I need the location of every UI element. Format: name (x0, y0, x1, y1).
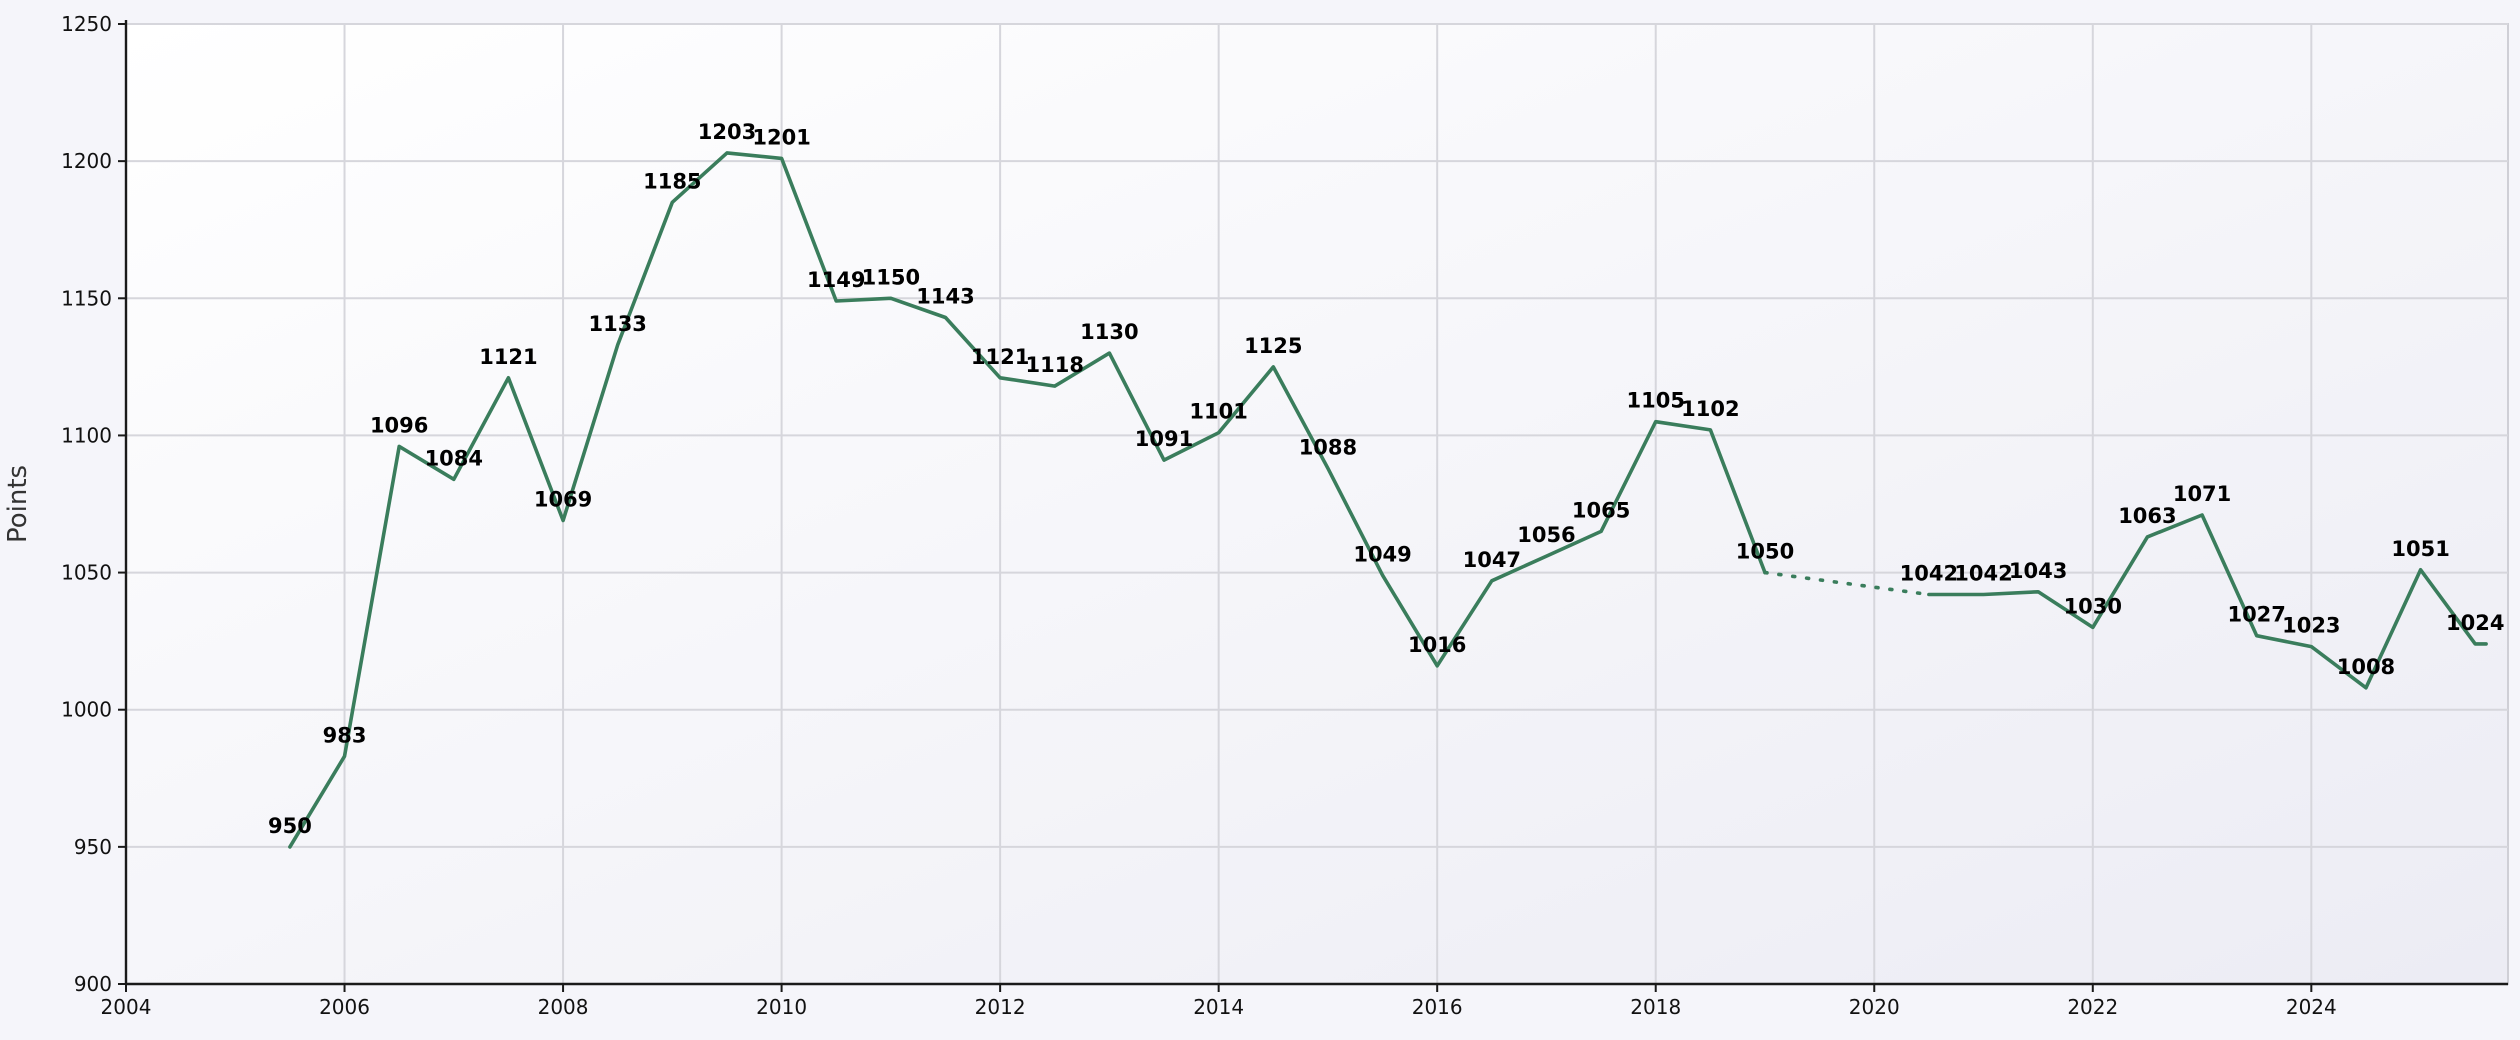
data-label: 1042 (1954, 562, 2012, 586)
data-label: 1008 (2337, 655, 2395, 679)
data-label: 1084 (425, 446, 483, 470)
data-label: 1023 (2282, 614, 2340, 638)
data-label: 1063 (2118, 504, 2176, 528)
data-label: 1056 (1517, 523, 1575, 547)
x-tick-label: 2008 (538, 995, 589, 1019)
data-label: 1203 (698, 120, 756, 144)
data-label: 1091 (1135, 427, 1193, 451)
data-label: 1024 (2446, 611, 2504, 635)
data-label: 1030 (2064, 594, 2122, 618)
data-label: 1043 (2009, 559, 2067, 583)
data-label: 1096 (370, 413, 428, 437)
data-label: 1105 (1626, 389, 1684, 413)
data-label: 1150 (862, 265, 920, 289)
x-tick-label: 2012 (975, 995, 1026, 1019)
plot-background (125, 23, 2509, 985)
y-tick-label: 950 (74, 835, 112, 859)
grid (126, 23, 2508, 984)
data-label: 1143 (916, 284, 974, 308)
data-label: 1042 (1900, 562, 1958, 586)
data-label: 1185 (643, 169, 701, 193)
data-label: 1069 (534, 487, 592, 511)
series-gap-line (1763, 570, 1931, 597)
y-axis-title: Points (3, 465, 33, 543)
y-tick-label: 1000 (61, 698, 112, 722)
data-label: 1027 (2227, 603, 2285, 627)
x-tick-label: 2014 (1193, 995, 1244, 1019)
data-label: 1050 (1736, 540, 1794, 564)
y-tick-label: 1200 (61, 149, 112, 173)
x-tick-label: 2010 (756, 995, 807, 1019)
data-label: 1133 (588, 312, 646, 336)
series-line-group (288, 151, 2488, 849)
data-label: 1201 (752, 125, 810, 149)
x-tick-label: 2024 (2286, 995, 2337, 1019)
y-tick-label: 900 (74, 972, 112, 996)
series-line-segment (1927, 513, 2488, 690)
data-label: 1049 (1353, 542, 1411, 566)
x-tick-label: 2004 (101, 995, 152, 1019)
x-tick-label: 2006 (319, 995, 370, 1019)
x-tick-label: 2022 (2067, 995, 2118, 1019)
data-label: 1121 (971, 345, 1029, 369)
data-label: 1016 (1408, 633, 1466, 657)
data-label: 1121 (479, 345, 537, 369)
x-tick-label: 2016 (1412, 995, 1463, 1019)
data-label: 1047 (1463, 548, 1521, 572)
series-line-segment (288, 151, 1767, 849)
x-tick-label: 2018 (1630, 995, 1681, 1019)
data-label: 1102 (1681, 397, 1739, 421)
data-label: 1125 (1244, 334, 1302, 358)
data-label: 950 (268, 814, 312, 838)
data-label: 1051 (2391, 537, 2449, 561)
data-label: 1101 (1189, 400, 1247, 424)
data-label: 1088 (1299, 435, 1357, 459)
y-tick-label: 1150 (61, 286, 112, 310)
y-tick-label: 1100 (61, 423, 112, 447)
data-label: 1065 (1572, 498, 1630, 522)
axes: 2004 2006 2008 2010 2012 2014 2016 2018 2020 2022… (61, 12, 2508, 1019)
y-tick-label: 1250 (61, 12, 112, 36)
data-label: 1118 (1026, 353, 1084, 377)
data-label: 1149 (807, 268, 865, 292)
data-label: 1130 (1080, 320, 1138, 344)
data-label: 983 (323, 723, 367, 747)
y-tick-label: 1050 (61, 561, 112, 585)
data-label: 1071 (2173, 482, 2231, 506)
x-tick-label: 2020 (1849, 995, 1900, 1019)
